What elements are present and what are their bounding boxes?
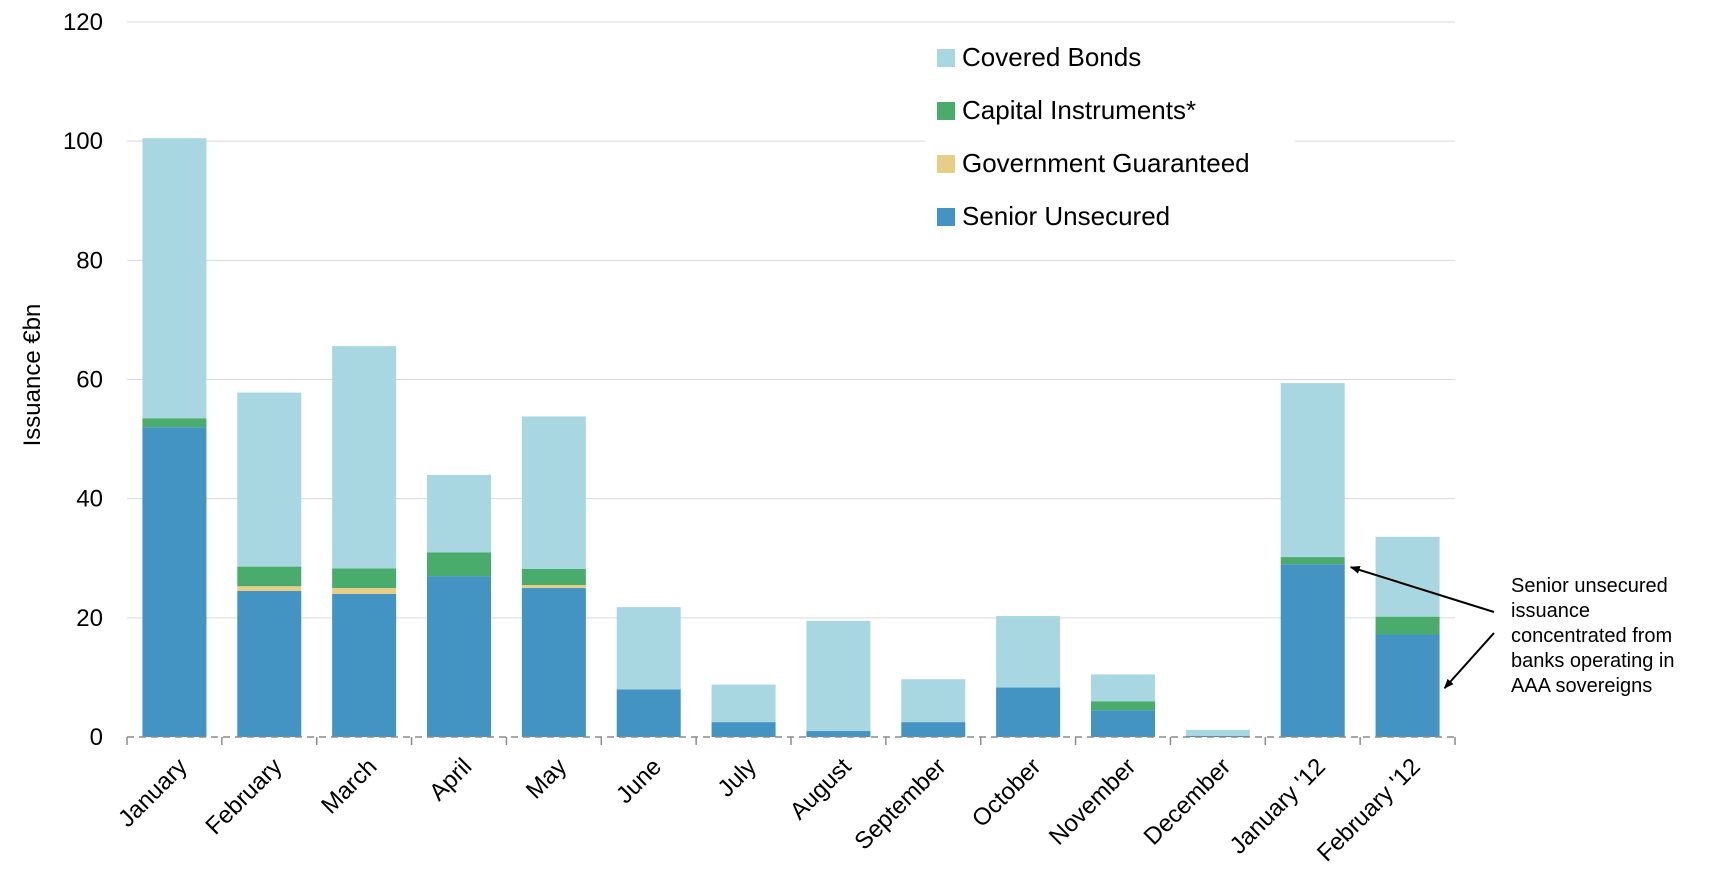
legend: Covered Bonds Capital Instruments* Governm… (925, 38, 1295, 231)
x-category-label: June (611, 753, 667, 809)
y-axis-tick-labels: 0 20 40 60 80 100 120 (63, 9, 103, 751)
x-category-label: March (316, 753, 382, 819)
legend-label: Government Guaranteed (962, 148, 1250, 178)
annotation-arrow (1443, 632, 1495, 689)
bar-segment-covered-bonds (1280, 383, 1345, 558)
bar-segment-capital-instruments (427, 552, 491, 577)
annotation-text-line: AAA sovereigns (1511, 675, 1652, 697)
bar-segment-senior-unsecured (427, 576, 491, 737)
y-tick-label: 60 (76, 367, 103, 394)
bar-segment-capital-instruments (1280, 557, 1345, 565)
y-tick-label: 120 (63, 9, 103, 36)
x-category-label: April (424, 753, 477, 806)
y-tick-label: 20 (76, 605, 103, 632)
y-tick-label: 100 (63, 128, 103, 155)
bar-segment-senior-unsecured (1185, 735, 1250, 737)
bar-segment-senior-unsecured (332, 594, 397, 737)
legend-swatch (937, 208, 955, 226)
bar-segment-covered-bonds (332, 346, 397, 569)
annotation-text-line: concentrated from (1511, 625, 1672, 647)
x-category-label: July (713, 753, 762, 802)
legend-swatch (937, 155, 955, 173)
legend-swatch (937, 102, 955, 120)
annotation: Senior unsecured issuance concentrated fro… (1349, 566, 1674, 697)
bar-segment-capital-instruments (521, 568, 586, 586)
y-tick-label: 0 (90, 724, 103, 751)
bar-segment-government-guaranteed (332, 588, 397, 594)
bar-segment-senior-unsecured (1375, 634, 1440, 737)
bar-segment-capital-instruments (1375, 616, 1440, 635)
x-category-label: October (967, 753, 1046, 832)
bar-segment-covered-bonds (996, 616, 1061, 688)
y-tick-label: 80 (76, 247, 103, 274)
bar-segment-senior-unsecured (1091, 710, 1155, 737)
legend-label: Senior Unsecured (962, 201, 1170, 231)
bar-segment-senior-unsecured (901, 722, 966, 737)
bar-segment-covered-bonds (237, 392, 302, 567)
bar-segment-senior-unsecured (996, 687, 1061, 737)
x-axis (126, 736, 1456, 745)
x-category-label: February (201, 753, 288, 840)
bar-segment-senior-unsecured (806, 731, 871, 737)
bar-segment-senior-unsecured (711, 722, 776, 737)
bar-segment-covered-bonds (901, 679, 966, 723)
bar-segment-covered-bonds (1091, 674, 1155, 702)
bar-segment-government-guaranteed (521, 585, 586, 589)
annotation-text-line: issuance (1511, 600, 1590, 622)
x-category-label: September (849, 753, 951, 855)
bar-segment-covered-bonds (1375, 536, 1440, 617)
y-axis-title: Issuance €bn (19, 304, 46, 447)
bar-segment-capital-instruments (142, 418, 207, 428)
bar-segment-senior-unsecured (521, 588, 586, 737)
bar-segment-senior-unsecured (237, 591, 302, 737)
bar-segment-covered-bonds (711, 684, 776, 723)
legend-swatch (937, 49, 955, 67)
bar-segment-capital-instruments (237, 566, 302, 587)
x-category-label: February '12 (1312, 753, 1426, 867)
x-category-label: November (1044, 753, 1141, 850)
bar-segment-covered-bonds (521, 416, 586, 569)
x-axis-category-labels: January February March April May June July Augu… (113, 753, 1426, 867)
bar-segment-senior-unsecured (142, 427, 207, 737)
legend-background (925, 38, 1295, 146)
bar-segment-government-guaranteed (237, 586, 302, 592)
legend-label: Capital Instruments* (962, 95, 1196, 125)
y-tick-label: 40 (76, 486, 103, 513)
annotation-arrow (1349, 566, 1495, 613)
bar-segment-capital-instruments (332, 568, 397, 589)
bar-segment-capital-instruments (1091, 701, 1155, 711)
annotation-text-line: banks operating in (1511, 650, 1674, 672)
stacked-bars (142, 138, 1440, 737)
annotation-text-line: Senior unsecured (1511, 575, 1668, 597)
x-category-label: May (521, 753, 572, 804)
bar-segment-covered-bonds (1185, 729, 1250, 736)
x-category-label: December (1139, 753, 1236, 850)
bar-segment-covered-bonds (616, 607, 681, 690)
legend-label: Covered Bonds (962, 42, 1141, 72)
bar-segment-covered-bonds (427, 474, 491, 553)
bar-segment-senior-unsecured (1280, 564, 1345, 737)
x-category-label: August (785, 753, 857, 825)
bar-segment-senior-unsecured (616, 689, 681, 737)
bar-segment-covered-bonds (806, 620, 871, 732)
x-category-label: January (113, 753, 192, 832)
bar-segment-covered-bonds (142, 138, 207, 419)
